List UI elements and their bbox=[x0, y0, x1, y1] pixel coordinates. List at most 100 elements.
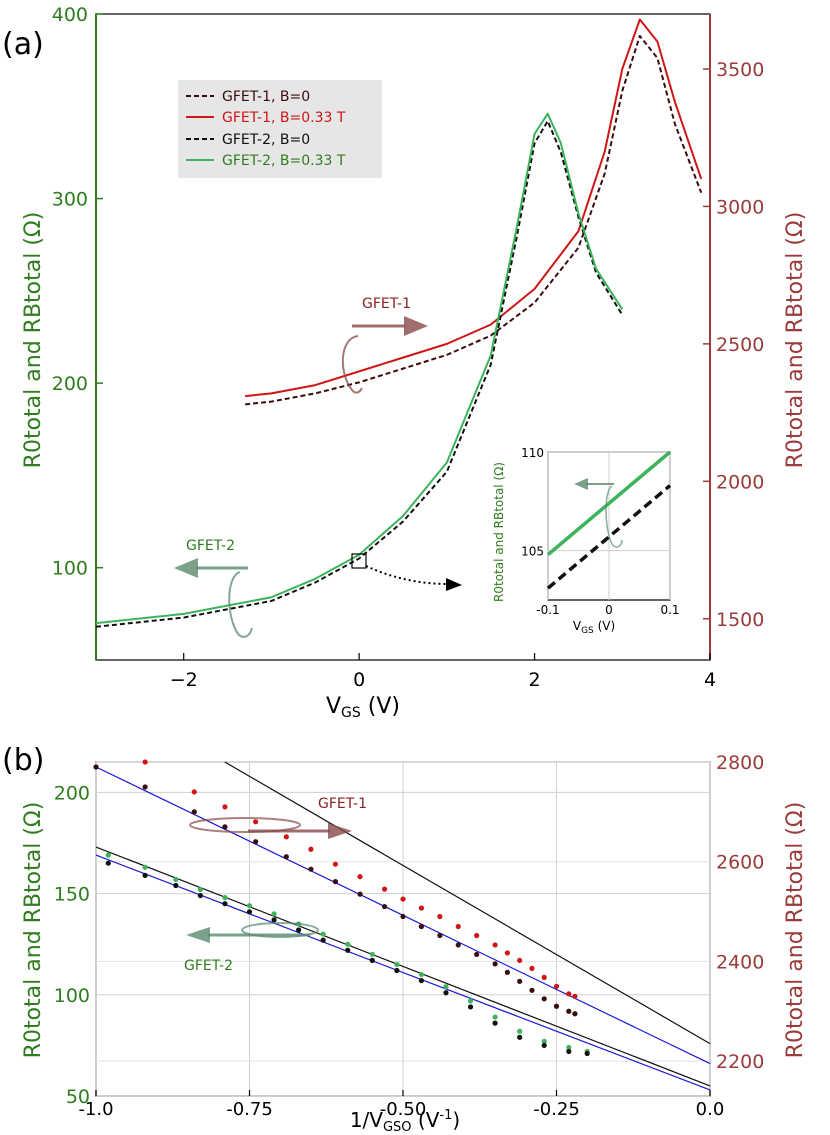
panel-b-point-gfet-1-b-0 bbox=[283, 854, 289, 860]
panel-a-series bbox=[95, 18, 703, 628]
panel-b-point-gfet-2-b-0-33-t bbox=[246, 903, 253, 909]
panel-b-left-tick-label: 200 bbox=[54, 782, 90, 804]
inset-gridlines bbox=[547, 451, 671, 600]
panel-b-left-tick-label: 100 bbox=[54, 985, 90, 1007]
zoom-arrow-head bbox=[446, 578, 462, 591]
panel-b-point-gfet-2-b-0 bbox=[418, 978, 425, 984]
panel-a-left-y-label: R0total and RBtotal (Ω) bbox=[21, 212, 46, 469]
inset-plot: -0.1 0 0.1 105 110 VGS (V) R0total and RBtot… bbox=[492, 446, 680, 636]
panel-b-right-ticks: 2200 2400 2600 2800 bbox=[716, 752, 764, 1073]
panel-b-point-gfet-2-b-0 bbox=[443, 990, 449, 996]
panel-b-point-gfet-2-b-0-33-t bbox=[320, 931, 326, 937]
panel-b-point-gfet-2-b-0 bbox=[142, 872, 148, 878]
panel-b-point-gfet-1-b-0 bbox=[253, 839, 259, 845]
panel-b-point-gfet-1-b-0-33-t bbox=[283, 834, 289, 840]
panel-b-point-gfet-2-b-0-33-t bbox=[271, 911, 277, 917]
panel-a: (a) −2 0 2 4 100 200 300 400 1500 2000 2500 3000 3… bbox=[2, 4, 808, 721]
panel-b-gfet1-arrow-head bbox=[328, 823, 352, 839]
panel-a-series-gfet-1-b-0 bbox=[245, 34, 703, 406]
gfet1-rotation-arc bbox=[341, 335, 363, 394]
inset-y-label: R0total and RBtotal (Ω) bbox=[492, 462, 506, 602]
panel-b-x-tick-label: -1.0 bbox=[78, 1099, 113, 1120]
panel-b-point-gfet-1-b-0 bbox=[308, 866, 314, 872]
panel-b-point-gfet-1-b-0-33-t bbox=[142, 759, 148, 765]
zoom-dotted-arrow bbox=[365, 565, 449, 585]
panel-b-series bbox=[93, 759, 590, 1057]
panel-b-point-gfet-2-b-0 bbox=[541, 1042, 547, 1048]
panel-b-point-gfet-1-b-0-33-t bbox=[400, 896, 406, 902]
panel-b-point-gfet-2-b-0-33-t bbox=[173, 876, 179, 883]
panel-b-point-gfet-1-b-0 bbox=[357, 891, 363, 897]
panel-b-point-gfet-1-b-0 bbox=[529, 987, 535, 993]
panel-b-point-gfet-1-b-0 bbox=[381, 903, 388, 910]
panel-a-right-tick-label: 2000 bbox=[716, 471, 764, 493]
inset-arrow-head bbox=[574, 478, 588, 490]
panel-b-point-gfet-1-b-0-33-t bbox=[357, 874, 363, 880]
panel-b-x-tick-label: -0.25 bbox=[533, 1099, 580, 1120]
legend-label-gfet2-b0: GFET-2, B=0 bbox=[222, 132, 310, 148]
panel-b-point-gfet-2-b-0 bbox=[271, 917, 277, 923]
panel-b-gfet1-rotation-ellipse bbox=[189, 817, 301, 833]
panel-a-legend: GFET-1, B=0 GFET-1, B=0.33 T GFET-2, B=0… bbox=[178, 80, 382, 178]
panel-b-point-gfet-1-b-0-33-t bbox=[474, 932, 480, 939]
panel-b-left-tick-label: 150 bbox=[54, 884, 90, 906]
panel-b-point-gfet-1-b-0 bbox=[222, 824, 228, 830]
panel-b-point-gfet-1-b-0 bbox=[400, 913, 406, 920]
panel-a-right-tick-label: 3000 bbox=[716, 196, 764, 218]
panel-a-left-tick-label: 300 bbox=[52, 189, 88, 211]
legend-label-gfet1-b033: GFET-1, B=0.33 T bbox=[222, 110, 346, 126]
panel-b-gfet2-label: GFET-2 bbox=[184, 958, 233, 974]
panel-a-series-gfet-1-b-0-33-t bbox=[245, 18, 703, 398]
panel-b-point-gfet-1-b-0 bbox=[553, 1003, 560, 1009]
panel-b-point-gfet-1-b-0 bbox=[572, 1011, 578, 1017]
panel-b-point-gfet-1-b-0-33-t bbox=[253, 819, 259, 825]
panel-b-point-gfet-2-b-0-33-t bbox=[105, 852, 111, 858]
panel-b-point-gfet-1-b-0-33-t bbox=[553, 983, 560, 989]
panel-b-point-gfet-1-b-0-33-t bbox=[492, 942, 498, 948]
panel-b-gridlines bbox=[95, 761, 711, 1097]
panel-b-gfet1-label: GFET-1 bbox=[318, 796, 367, 812]
panel-a-x-tick-label: 2 bbox=[529, 669, 541, 691]
panel-b-point-gfet-1-b-0-33-t bbox=[437, 913, 443, 920]
panel-b-point-gfet-1-b-0 bbox=[566, 1008, 572, 1014]
gfet2-arrow-head bbox=[174, 558, 198, 578]
panel-b-point-gfet-2-b-0 bbox=[296, 927, 302, 933]
panel-b-label: (b) bbox=[2, 743, 44, 778]
panel-b-left-y-label: R0total and RBtotal (Ω) bbox=[21, 802, 46, 1059]
panel-b-point-gfet-2-b-0 bbox=[584, 1050, 590, 1057]
inset-x-label: VGS (V) bbox=[573, 619, 615, 636]
panel-a-label: (a) bbox=[2, 27, 44, 62]
panel-b-point-gfet-1-b-0 bbox=[474, 951, 480, 958]
inset-series-gfet-2-b-0-33-t bbox=[546, 450, 672, 556]
inset-x-tick-label: -0.1 bbox=[536, 603, 559, 617]
panel-b-point-gfet-1-b-0-33-t bbox=[332, 861, 339, 867]
panel-b-point-gfet-1-b-0-33-t bbox=[381, 886, 388, 892]
panel-a-left-ticks: 100 200 300 400 bbox=[52, 4, 103, 580]
panel-b-right-tick-label: 2200 bbox=[716, 1051, 764, 1073]
panel-a-left-tick-label: 200 bbox=[52, 373, 88, 395]
panel-a-x-tick-label: 0 bbox=[353, 669, 365, 691]
panel-b-point-gfet-1-b-0-33-t bbox=[566, 991, 572, 997]
panel-b-point-gfet-1-b-0 bbox=[418, 923, 425, 930]
inset-y-tick-label: 110 bbox=[521, 446, 544, 460]
inset-series-gfet-2-b-0 bbox=[546, 484, 672, 590]
panel-b-point-gfet-2-b-0 bbox=[566, 1048, 572, 1055]
panel-a-right-tick-label: 1500 bbox=[716, 609, 764, 631]
zoom-region-marker bbox=[351, 553, 367, 569]
panel-b-right-tick-label: 2600 bbox=[716, 852, 764, 874]
panel-b-point-gfet-2-b-0-33-t bbox=[345, 941, 351, 947]
panel-b-point-gfet-1-b-0 bbox=[93, 764, 99, 770]
panel-b-point-gfet-2-b-0 bbox=[394, 967, 400, 974]
gfet1-axis-indicator: GFET-1 bbox=[341, 296, 428, 394]
gfet2-annotation-label: GFET-2 bbox=[186, 538, 235, 554]
panel-a-right-tick-label: 3500 bbox=[716, 59, 764, 81]
panel-b-point-gfet-2-b-0 bbox=[492, 1020, 498, 1026]
panel-b-point-gfet-1-b-0-33-t bbox=[541, 974, 547, 980]
panel-b-point-gfet-2-b-0 bbox=[173, 882, 179, 889]
panel-b-point-gfet-1-b-0 bbox=[492, 961, 498, 967]
panel-b-left-ticks: 50 100 150 200 bbox=[54, 782, 90, 1108]
panel-b-x-label: 1/VGSO (V-1) bbox=[350, 1108, 460, 1135]
panel-b-point-gfet-1-b-0-33-t bbox=[504, 950, 510, 956]
panel-a-right-tick-label: 2500 bbox=[716, 334, 764, 356]
